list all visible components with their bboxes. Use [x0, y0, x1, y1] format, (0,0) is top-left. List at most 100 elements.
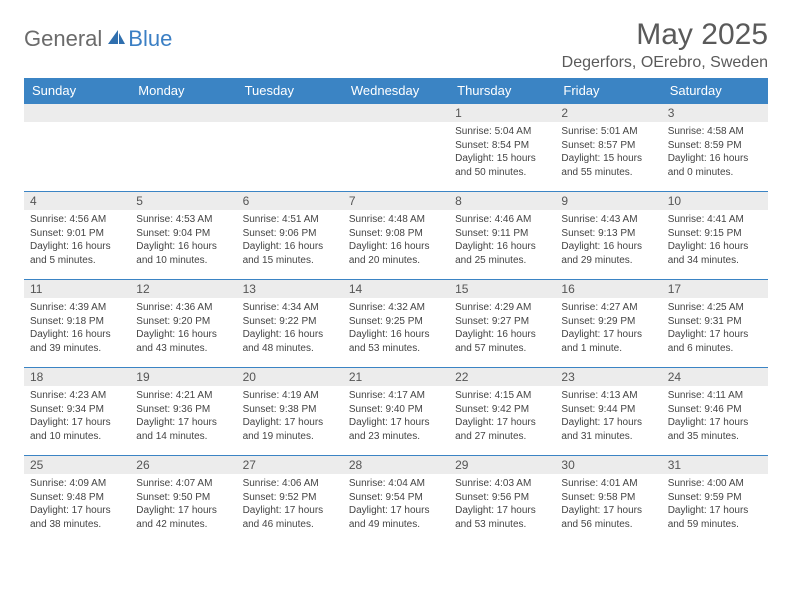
sunrise-line: Sunrise: 4:06 AM	[243, 477, 337, 491]
sunset-line: Sunset: 9:11 PM	[455, 227, 549, 241]
sunset-line: Sunset: 9:46 PM	[668, 403, 762, 417]
logo-word1: General	[24, 26, 102, 52]
day-details: Sunrise: 4:34 AMSunset: 9:22 PMDaylight:…	[237, 298, 343, 358]
day-details: Sunrise: 4:21 AMSunset: 9:36 PMDaylight:…	[130, 386, 236, 446]
sunset-line: Sunset: 9:20 PM	[136, 315, 230, 329]
weekday-header-row: SundayMondayTuesdayWednesdayThursdayFrid…	[24, 78, 768, 103]
day-number: 30	[555, 455, 661, 474]
sunset-line: Sunset: 9:04 PM	[136, 227, 230, 241]
daylight-line: Daylight: 17 hours and 38 minutes.	[30, 504, 124, 531]
day-details: Sunrise: 5:01 AMSunset: 8:57 PMDaylight:…	[555, 122, 661, 182]
daylight-line: Daylight: 17 hours and 6 minutes.	[668, 328, 762, 355]
sunrise-line: Sunrise: 4:39 AM	[30, 301, 124, 315]
calendar-cell: 25Sunrise: 4:09 AMSunset: 9:48 PMDayligh…	[24, 455, 130, 543]
day-details: Sunrise: 4:25 AMSunset: 9:31 PMDaylight:…	[662, 298, 768, 358]
day-number: 13	[237, 279, 343, 298]
daylight-line: Daylight: 16 hours and 43 minutes.	[136, 328, 230, 355]
day-number: 6	[237, 191, 343, 210]
calendar-cell: 18Sunrise: 4:23 AMSunset: 9:34 PMDayligh…	[24, 367, 130, 455]
calendar-cell: 2Sunrise: 5:01 AMSunset: 8:57 PMDaylight…	[555, 103, 661, 191]
day-number: 25	[24, 455, 130, 474]
sunrise-line: Sunrise: 4:53 AM	[136, 213, 230, 227]
sunrise-line: Sunrise: 4:13 AM	[561, 389, 655, 403]
day-details: Sunrise: 4:03 AMSunset: 9:56 PMDaylight:…	[449, 474, 555, 534]
day-details: Sunrise: 4:53 AMSunset: 9:04 PMDaylight:…	[130, 210, 236, 270]
calendar-table: SundayMondayTuesdayWednesdayThursdayFrid…	[24, 78, 768, 543]
daylight-line: Daylight: 17 hours and 23 minutes.	[349, 416, 443, 443]
daylight-line: Daylight: 17 hours and 35 minutes.	[668, 416, 762, 443]
calendar-cell: 15Sunrise: 4:29 AMSunset: 9:27 PMDayligh…	[449, 279, 555, 367]
calendar-cell: 12Sunrise: 4:36 AMSunset: 9:20 PMDayligh…	[130, 279, 236, 367]
calendar-cell: 29Sunrise: 4:03 AMSunset: 9:56 PMDayligh…	[449, 455, 555, 543]
day-details: Sunrise: 4:09 AMSunset: 9:48 PMDaylight:…	[24, 474, 130, 534]
weekday-header: Wednesday	[343, 78, 449, 103]
header: General Blue May 2025 Degerfors, OErebro…	[24, 18, 768, 72]
day-details: Sunrise: 4:27 AMSunset: 9:29 PMDaylight:…	[555, 298, 661, 358]
sunset-line: Sunset: 8:57 PM	[561, 139, 655, 153]
day-number: 9	[555, 191, 661, 210]
sunrise-line: Sunrise: 4:07 AM	[136, 477, 230, 491]
calendar-cell: 7Sunrise: 4:48 AMSunset: 9:08 PMDaylight…	[343, 191, 449, 279]
day-details: Sunrise: 4:32 AMSunset: 9:25 PMDaylight:…	[343, 298, 449, 358]
day-details: Sunrise: 4:39 AMSunset: 9:18 PMDaylight:…	[24, 298, 130, 358]
day-details: Sunrise: 4:51 AMSunset: 9:06 PMDaylight:…	[237, 210, 343, 270]
day-number: 12	[130, 279, 236, 298]
sunset-line: Sunset: 9:58 PM	[561, 491, 655, 505]
calendar-cell: 19Sunrise: 4:21 AMSunset: 9:36 PMDayligh…	[130, 367, 236, 455]
daylight-line: Daylight: 16 hours and 39 minutes.	[30, 328, 124, 355]
sunset-line: Sunset: 9:08 PM	[349, 227, 443, 241]
calendar-cell	[130, 103, 236, 191]
sunrise-line: Sunrise: 4:19 AM	[243, 389, 337, 403]
day-number: 19	[130, 367, 236, 386]
calendar-cell: 8Sunrise: 4:46 AMSunset: 9:11 PMDaylight…	[449, 191, 555, 279]
day-details: Sunrise: 4:13 AMSunset: 9:44 PMDaylight:…	[555, 386, 661, 446]
daylight-line: Daylight: 16 hours and 29 minutes.	[561, 240, 655, 267]
daylight-line: Daylight: 17 hours and 10 minutes.	[30, 416, 124, 443]
sunrise-line: Sunrise: 4:15 AM	[455, 389, 549, 403]
location-text: Degerfors, OErebro, Sweden	[562, 54, 768, 72]
day-number: 21	[343, 367, 449, 386]
day-number: 5	[130, 191, 236, 210]
sunset-line: Sunset: 9:31 PM	[668, 315, 762, 329]
sunset-line: Sunset: 9:54 PM	[349, 491, 443, 505]
day-number: 26	[130, 455, 236, 474]
day-number: 28	[343, 455, 449, 474]
day-details: Sunrise: 4:04 AMSunset: 9:54 PMDaylight:…	[343, 474, 449, 534]
day-details: Sunrise: 4:46 AMSunset: 9:11 PMDaylight:…	[449, 210, 555, 270]
sunset-line: Sunset: 9:06 PM	[243, 227, 337, 241]
daylight-line: Daylight: 16 hours and 48 minutes.	[243, 328, 337, 355]
sunset-line: Sunset: 9:44 PM	[561, 403, 655, 417]
calendar-cell: 28Sunrise: 4:04 AMSunset: 9:54 PMDayligh…	[343, 455, 449, 543]
calendar-cell	[237, 103, 343, 191]
weekday-header: Saturday	[662, 78, 768, 103]
day-number: 14	[343, 279, 449, 298]
day-details: Sunrise: 4:29 AMSunset: 9:27 PMDaylight:…	[449, 298, 555, 358]
sunset-line: Sunset: 9:48 PM	[30, 491, 124, 505]
calendar-cell: 21Sunrise: 4:17 AMSunset: 9:40 PMDayligh…	[343, 367, 449, 455]
day-number: 17	[662, 279, 768, 298]
calendar-cell: 14Sunrise: 4:32 AMSunset: 9:25 PMDayligh…	[343, 279, 449, 367]
sunset-line: Sunset: 9:01 PM	[30, 227, 124, 241]
daylight-line: Daylight: 16 hours and 5 minutes.	[30, 240, 124, 267]
daylight-line: Daylight: 16 hours and 15 minutes.	[243, 240, 337, 267]
sunrise-line: Sunrise: 4:58 AM	[668, 125, 762, 139]
calendar-cell: 5Sunrise: 4:53 AMSunset: 9:04 PMDaylight…	[130, 191, 236, 279]
day-number: 22	[449, 367, 555, 386]
day-number	[237, 103, 343, 122]
day-details	[24, 122, 130, 128]
title-block: May 2025 Degerfors, OErebro, Sweden	[562, 18, 768, 72]
daylight-line: Daylight: 16 hours and 53 minutes.	[349, 328, 443, 355]
sunrise-line: Sunrise: 4:25 AM	[668, 301, 762, 315]
daylight-line: Daylight: 17 hours and 1 minute.	[561, 328, 655, 355]
daylight-line: Daylight: 17 hours and 19 minutes.	[243, 416, 337, 443]
sunrise-line: Sunrise: 4:27 AM	[561, 301, 655, 315]
day-number: 29	[449, 455, 555, 474]
day-details: Sunrise: 4:01 AMSunset: 9:58 PMDaylight:…	[555, 474, 661, 534]
day-details: Sunrise: 4:36 AMSunset: 9:20 PMDaylight:…	[130, 298, 236, 358]
daylight-line: Daylight: 16 hours and 10 minutes.	[136, 240, 230, 267]
sunrise-line: Sunrise: 4:11 AM	[668, 389, 762, 403]
daylight-line: Daylight: 16 hours and 57 minutes.	[455, 328, 549, 355]
day-number	[24, 103, 130, 122]
sunset-line: Sunset: 9:56 PM	[455, 491, 549, 505]
sunset-line: Sunset: 9:15 PM	[668, 227, 762, 241]
